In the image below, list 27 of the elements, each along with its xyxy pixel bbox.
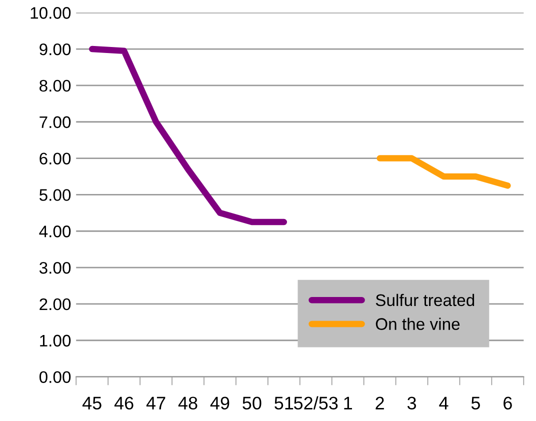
x-tick-label: 5 [471,396,480,410]
x-tick-label: 49 [210,396,230,410]
legend-label: Sulfur treated [376,294,474,306]
x-tick-label: 47 [146,396,166,410]
legend-label: On the vine [376,318,460,330]
y-tick-label: 7.00 [40,116,71,128]
y-tick-label: 2.00 [40,298,71,310]
x-tick-label: 51 [274,396,294,410]
x-tick-label: 50 [242,396,262,410]
y-tick-label: 9.00 [40,43,71,56]
x-tick-label: 1 [344,396,352,410]
y-tick-label: 5.00 [39,189,71,201]
y-tick-label: 8.00 [40,80,71,92]
y-tick-label: 0.00 [39,371,71,383]
x-tick-label: 6 [504,396,512,410]
y-tick-label: 6.00 [40,152,71,164]
x-tick-label: 46 [114,396,134,410]
x-tick-label: 52/53 [294,396,338,410]
y-tick-label: 10.00 [30,7,71,19]
y-tick-label: 3.00 [39,262,71,274]
x-tick-label: 3 [407,396,416,410]
x-tick-label: 2 [376,396,384,410]
x-tick-label: 45 [82,396,102,410]
x-tick-label: 4 [439,396,448,410]
y-tick-label: 1.00 [40,334,71,347]
y-tick-label: 4.00 [39,226,71,238]
x-tick-label: 48 [178,396,198,410]
